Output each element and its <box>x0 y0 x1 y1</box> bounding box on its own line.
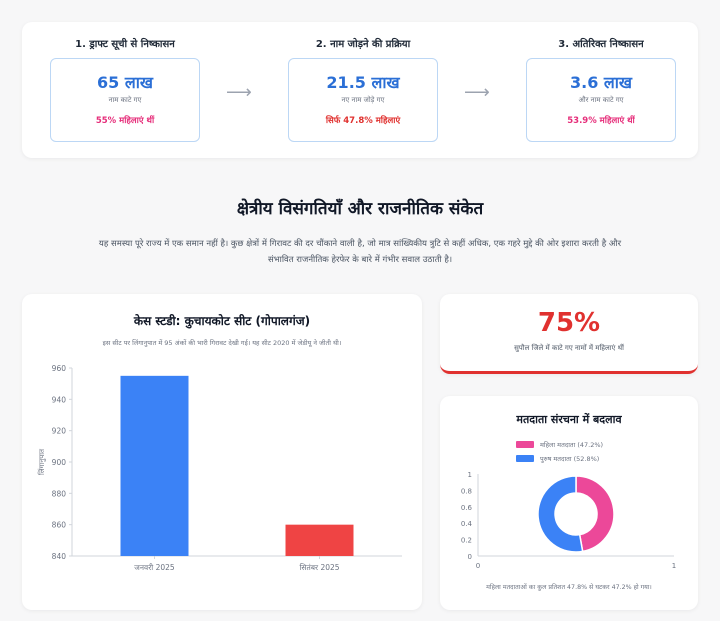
case-study-description: इस सीट पर लिंगानुपात में 95 अंकों की भार… <box>102 339 342 347</box>
section-title: क्षेत्रीय विसंगतियाँ और राजनीतिक संकेत <box>236 199 484 219</box>
y-tick-label: 900 <box>52 458 67 467</box>
y-tick-label: 840 <box>52 552 67 561</box>
flow-step-1: 1. ड्राफ्ट सूची से निष्कासन 65 लाख नाम क… <box>50 36 200 142</box>
y-axis-label: लिंगानुपात <box>37 448 46 475</box>
legend-item-female[interactable]: महिला मतदाता (47.2%) <box>516 440 603 449</box>
x-tick-label: 1 <box>672 562 676 570</box>
step-title: 3. अतिरिक्त निष्कासन <box>558 39 644 50</box>
step-note: सिर्फ 47.8% महिलाएं <box>325 116 401 126</box>
sex-ratio-bar-chart: 840 860 880 900 920 940 960 लिंगानुपात जनवरी 202… <box>37 364 402 572</box>
chart-legend: महिला मतदाता (47.2%) पुरुष मतदाता (52.8%… <box>516 440 603 468</box>
y-tick-label: 0 <box>468 553 472 561</box>
legend-swatch <box>516 455 534 462</box>
x-tick-label: जनवरी 2025 <box>134 563 175 572</box>
step-title: 1. ड्राफ्ट सूची से निष्कासन <box>75 39 175 50</box>
legend-swatch <box>516 441 534 448</box>
composition-card: मतदाता संरचना में बदलाव महिला मतदाता (47… <box>440 396 698 610</box>
arrow-right-icon: ⟶ <box>226 82 252 103</box>
case-study-title: केस स्टडी: कुचायकोट सीट (गोपालगंज) <box>133 314 311 328</box>
flow-step-2: 2. नाम जोड़ने की प्रक्रिया 21.5 लाख नए न… <box>288 36 438 142</box>
x-tick-label: 0 <box>476 562 480 570</box>
step-box: 21.5 लाख नए नाम जोड़े गए सिर्फ 47.8% महि… <box>288 58 438 142</box>
flow-step-3: 3. अतिरिक्त निष्कासन 3.6 लाख और नाम काटे… <box>526 36 676 142</box>
step-title: 2. नाम जोड़ने की प्रक्रिया <box>315 39 411 50</box>
step-value: 65 लाख <box>97 73 153 92</box>
stat-label: सुपौल जिले में काटे गए नामों में महिलाएं… <box>514 344 624 352</box>
y-tick-label: 880 <box>52 489 67 498</box>
y-tick-label: 0.8 <box>461 487 472 495</box>
y-tick-label: 0.6 <box>461 504 473 512</box>
y-tick-label: 1 <box>468 471 472 479</box>
case-study-card: केस स्टडी: कुचायकोट सीट (गोपालगंज) इस सी… <box>22 294 422 610</box>
bar-2 <box>285 524 354 556</box>
step-note: 55% महिलाएं थीं <box>95 116 155 126</box>
x-tick-label: सितंबर 2025 <box>299 563 339 572</box>
step-value: 21.5 लाख <box>326 73 400 92</box>
step-sub: नाम काटे गए <box>108 96 142 104</box>
step-sub: नए नाम जोड़े गए <box>341 96 385 104</box>
step-box: 3.6 लाख और नाम काटे गए 53.9% महिलाएं थीं <box>526 58 676 142</box>
legend-label: महिला मतदाता (47.2%) <box>540 441 604 449</box>
step-note: 53.9% महिलाएं थीं <box>567 116 635 126</box>
legend-item-male[interactable]: पुरुष मतदाता (52.8%) <box>516 454 603 463</box>
legend-label: पुरुष मतदाता (52.8%) <box>540 455 600 463</box>
composition-title: मतदाता संरचना में बदलाव <box>516 413 622 426</box>
step-value: 3.6 लाख <box>570 73 632 92</box>
y-tick-label: 860 <box>52 521 67 530</box>
donut-slice-1 <box>575 475 615 553</box>
y-tick-label: 920 <box>52 427 67 436</box>
arrow-right-icon: ⟶ <box>464 82 490 103</box>
voter-composition-donut-chart: 0 0.2 0.4 0.6 0.8 1 0 1 <box>461 471 676 570</box>
section-description: यह समस्या पूरे राज्य में एक समान नहीं है… <box>98 239 622 265</box>
y-tick-label: 960 <box>52 364 67 373</box>
y-tick-label: 0.2 <box>461 537 472 545</box>
donut-slice-2 <box>537 475 584 553</box>
composition-note: महिला मतदाताओं का कुल प्रतिशत 47.8% से घ… <box>486 584 652 591</box>
supaul-stat-card: 75% सुपौल जिले में काटे गए नामों में महि… <box>440 294 698 374</box>
step-sub: और नाम काटे गए <box>578 96 624 104</box>
y-tick-label: 0.4 <box>461 520 473 528</box>
flow-card: 1. ड्राफ्ट सूची से निष्कासन 65 लाख नाम क… <box>22 22 698 158</box>
y-tick-label: 940 <box>52 395 67 404</box>
step-box: 65 लाख नाम काटे गए 55% महिलाएं थीं <box>50 58 200 142</box>
stat-value: 75% <box>537 308 601 338</box>
bar-1 <box>120 375 189 556</box>
